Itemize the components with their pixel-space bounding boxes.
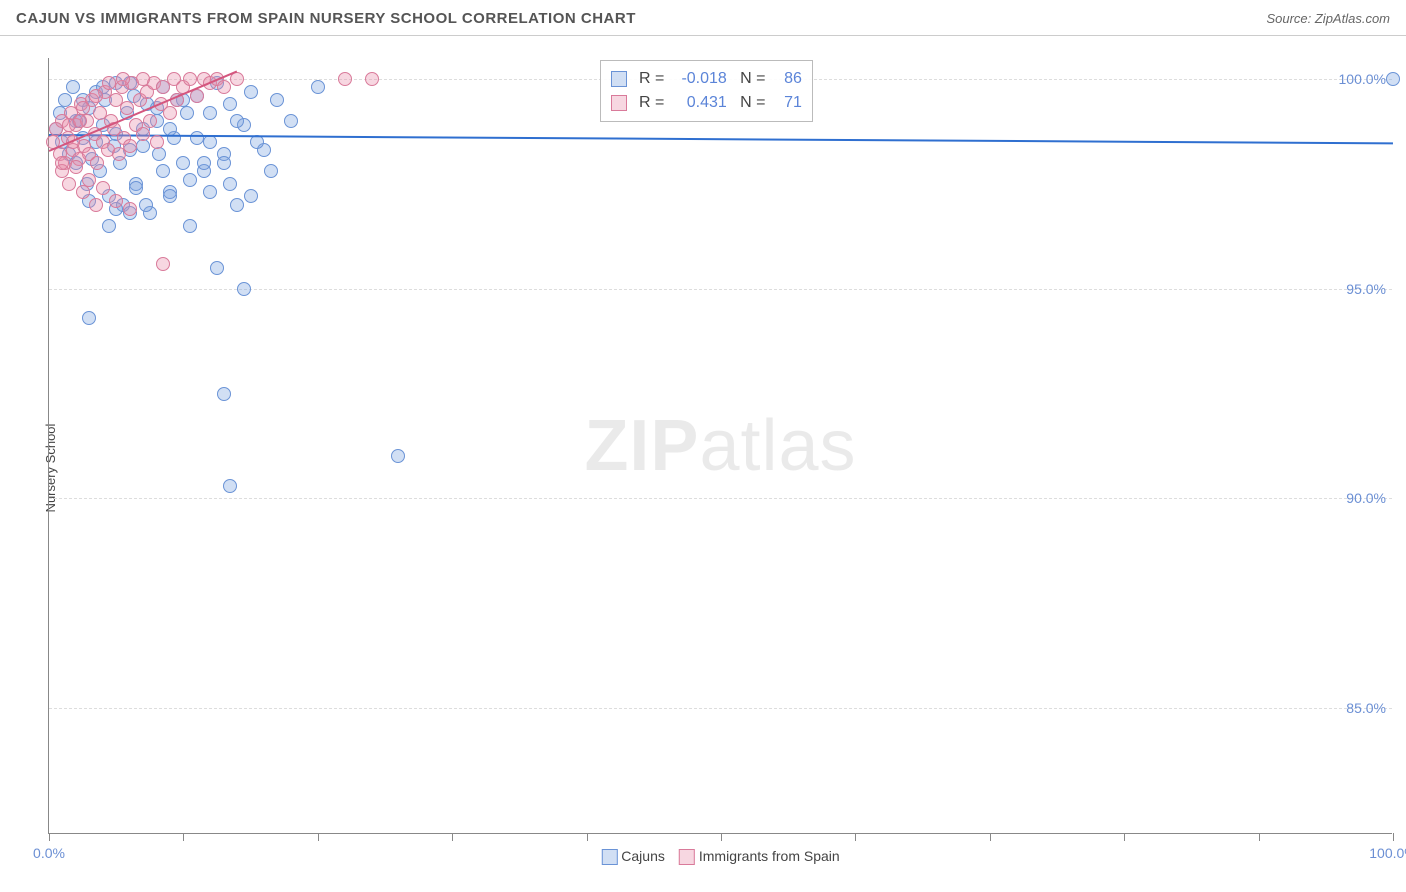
spain-point — [217, 80, 231, 94]
y-tick-label: 90.0% — [1346, 490, 1386, 506]
spain-point — [163, 106, 177, 120]
cajuns-point — [82, 311, 96, 325]
x-tick — [855, 833, 856, 841]
x-tick — [587, 833, 588, 841]
source-attribution: Source: ZipAtlas.com — [1266, 11, 1390, 26]
spain-point — [143, 114, 157, 128]
stats-legend: R = -0.018 N = 86R = 0.431 N = 71 — [600, 60, 813, 122]
scatter-plot: ZIPatlas 85.0%90.0%95.0%100.0%0.0%100.0%… — [48, 58, 1392, 834]
cajuns-point — [223, 479, 237, 493]
spain-point — [156, 257, 170, 271]
cajuns-point — [1386, 72, 1400, 86]
y-tick-label: 85.0% — [1346, 700, 1386, 716]
cajuns-point — [217, 156, 231, 170]
cajuns-point — [156, 164, 170, 178]
cajuns-point — [230, 198, 244, 212]
x-tick — [1259, 833, 1260, 841]
chart-title: CAJUN VS IMMIGRANTS FROM SPAIN NURSERY S… — [16, 10, 636, 27]
legend-swatch — [601, 849, 617, 865]
cajuns-point — [210, 261, 224, 275]
spain-point — [123, 202, 137, 216]
cajuns-point — [244, 189, 258, 203]
stats-row: R = -0.018 N = 86 — [611, 67, 802, 91]
x-tick-label: 100.0% — [1369, 845, 1406, 861]
spain-point — [96, 181, 110, 195]
cajuns-point — [183, 173, 197, 187]
cajuns-point — [139, 198, 153, 212]
legend-item: Immigrants from Spain — [679, 848, 840, 865]
spain-point — [82, 173, 96, 187]
cajuns-point — [244, 85, 258, 99]
x-tick — [990, 833, 991, 841]
x-tick — [183, 833, 184, 841]
series-legend: Cajuns Immigrants from Spain — [601, 848, 839, 865]
cajuns-point — [197, 156, 211, 170]
spain-point — [89, 89, 103, 103]
spain-point — [183, 72, 197, 86]
spain-point — [109, 194, 123, 208]
y-tick-label: 100.0% — [1339, 71, 1386, 87]
spain-point — [136, 127, 150, 141]
chart-header: CAJUN VS IMMIGRANTS FROM SPAIN NURSERY S… — [0, 0, 1406, 36]
x-tick — [1393, 833, 1394, 841]
stats-row: R = 0.431 N = 71 — [611, 91, 802, 115]
cajuns-point — [284, 114, 298, 128]
x-tick — [721, 833, 722, 841]
spain-point — [150, 135, 164, 149]
gridline — [49, 498, 1392, 499]
cajuns-point — [176, 156, 190, 170]
spain-point — [136, 72, 150, 86]
cajuns-point — [223, 97, 237, 111]
cajuns-point — [66, 80, 80, 94]
gridline — [49, 708, 1392, 709]
y-tick-label: 95.0% — [1346, 281, 1386, 297]
cajuns-point — [136, 139, 150, 153]
cajuns-point — [180, 106, 194, 120]
cajuns-point — [102, 219, 116, 233]
spain-point — [365, 72, 379, 86]
x-tick-label: 0.0% — [33, 845, 65, 861]
cajuns-point — [311, 80, 325, 94]
chart-area: Nursery School ZIPatlas 85.0%90.0%95.0%1… — [0, 44, 1406, 892]
stats-text: R = -0.018 N = 86 — [639, 67, 802, 91]
cajuns-point — [230, 114, 244, 128]
x-tick — [452, 833, 453, 841]
cajuns-point — [163, 189, 177, 203]
x-tick — [1124, 833, 1125, 841]
spain-point — [338, 72, 352, 86]
legend-item: Cajuns — [601, 848, 665, 865]
spain-point — [62, 177, 76, 191]
legend-swatch — [611, 95, 627, 111]
cajuns-point — [270, 93, 284, 107]
spain-point — [116, 72, 130, 86]
spain-point — [89, 198, 103, 212]
x-tick — [318, 833, 319, 841]
cajuns-point — [203, 106, 217, 120]
spain-point — [76, 185, 90, 199]
cajuns-point — [237, 282, 251, 296]
spain-point — [73, 114, 87, 128]
legend-label: Immigrants from Spain — [699, 848, 840, 864]
cajuns-point — [190, 131, 204, 145]
legend-swatch — [611, 71, 627, 87]
cajuns-point — [152, 147, 166, 161]
cajuns-point — [217, 387, 231, 401]
cajuns-point — [264, 164, 278, 178]
cajuns-point — [183, 219, 197, 233]
x-tick — [49, 833, 50, 841]
spain-point — [123, 139, 137, 153]
cajuns-point — [58, 93, 72, 107]
legend-label: Cajuns — [621, 848, 665, 864]
cajuns-point — [203, 185, 217, 199]
cajuns-point — [223, 177, 237, 191]
watermark: ZIPatlas — [584, 405, 856, 487]
stats-text: R = 0.431 N = 71 — [639, 91, 802, 115]
cajuns-point — [391, 449, 405, 463]
cajuns-point — [129, 181, 143, 195]
spain-point — [69, 160, 83, 174]
legend-swatch — [679, 849, 695, 865]
